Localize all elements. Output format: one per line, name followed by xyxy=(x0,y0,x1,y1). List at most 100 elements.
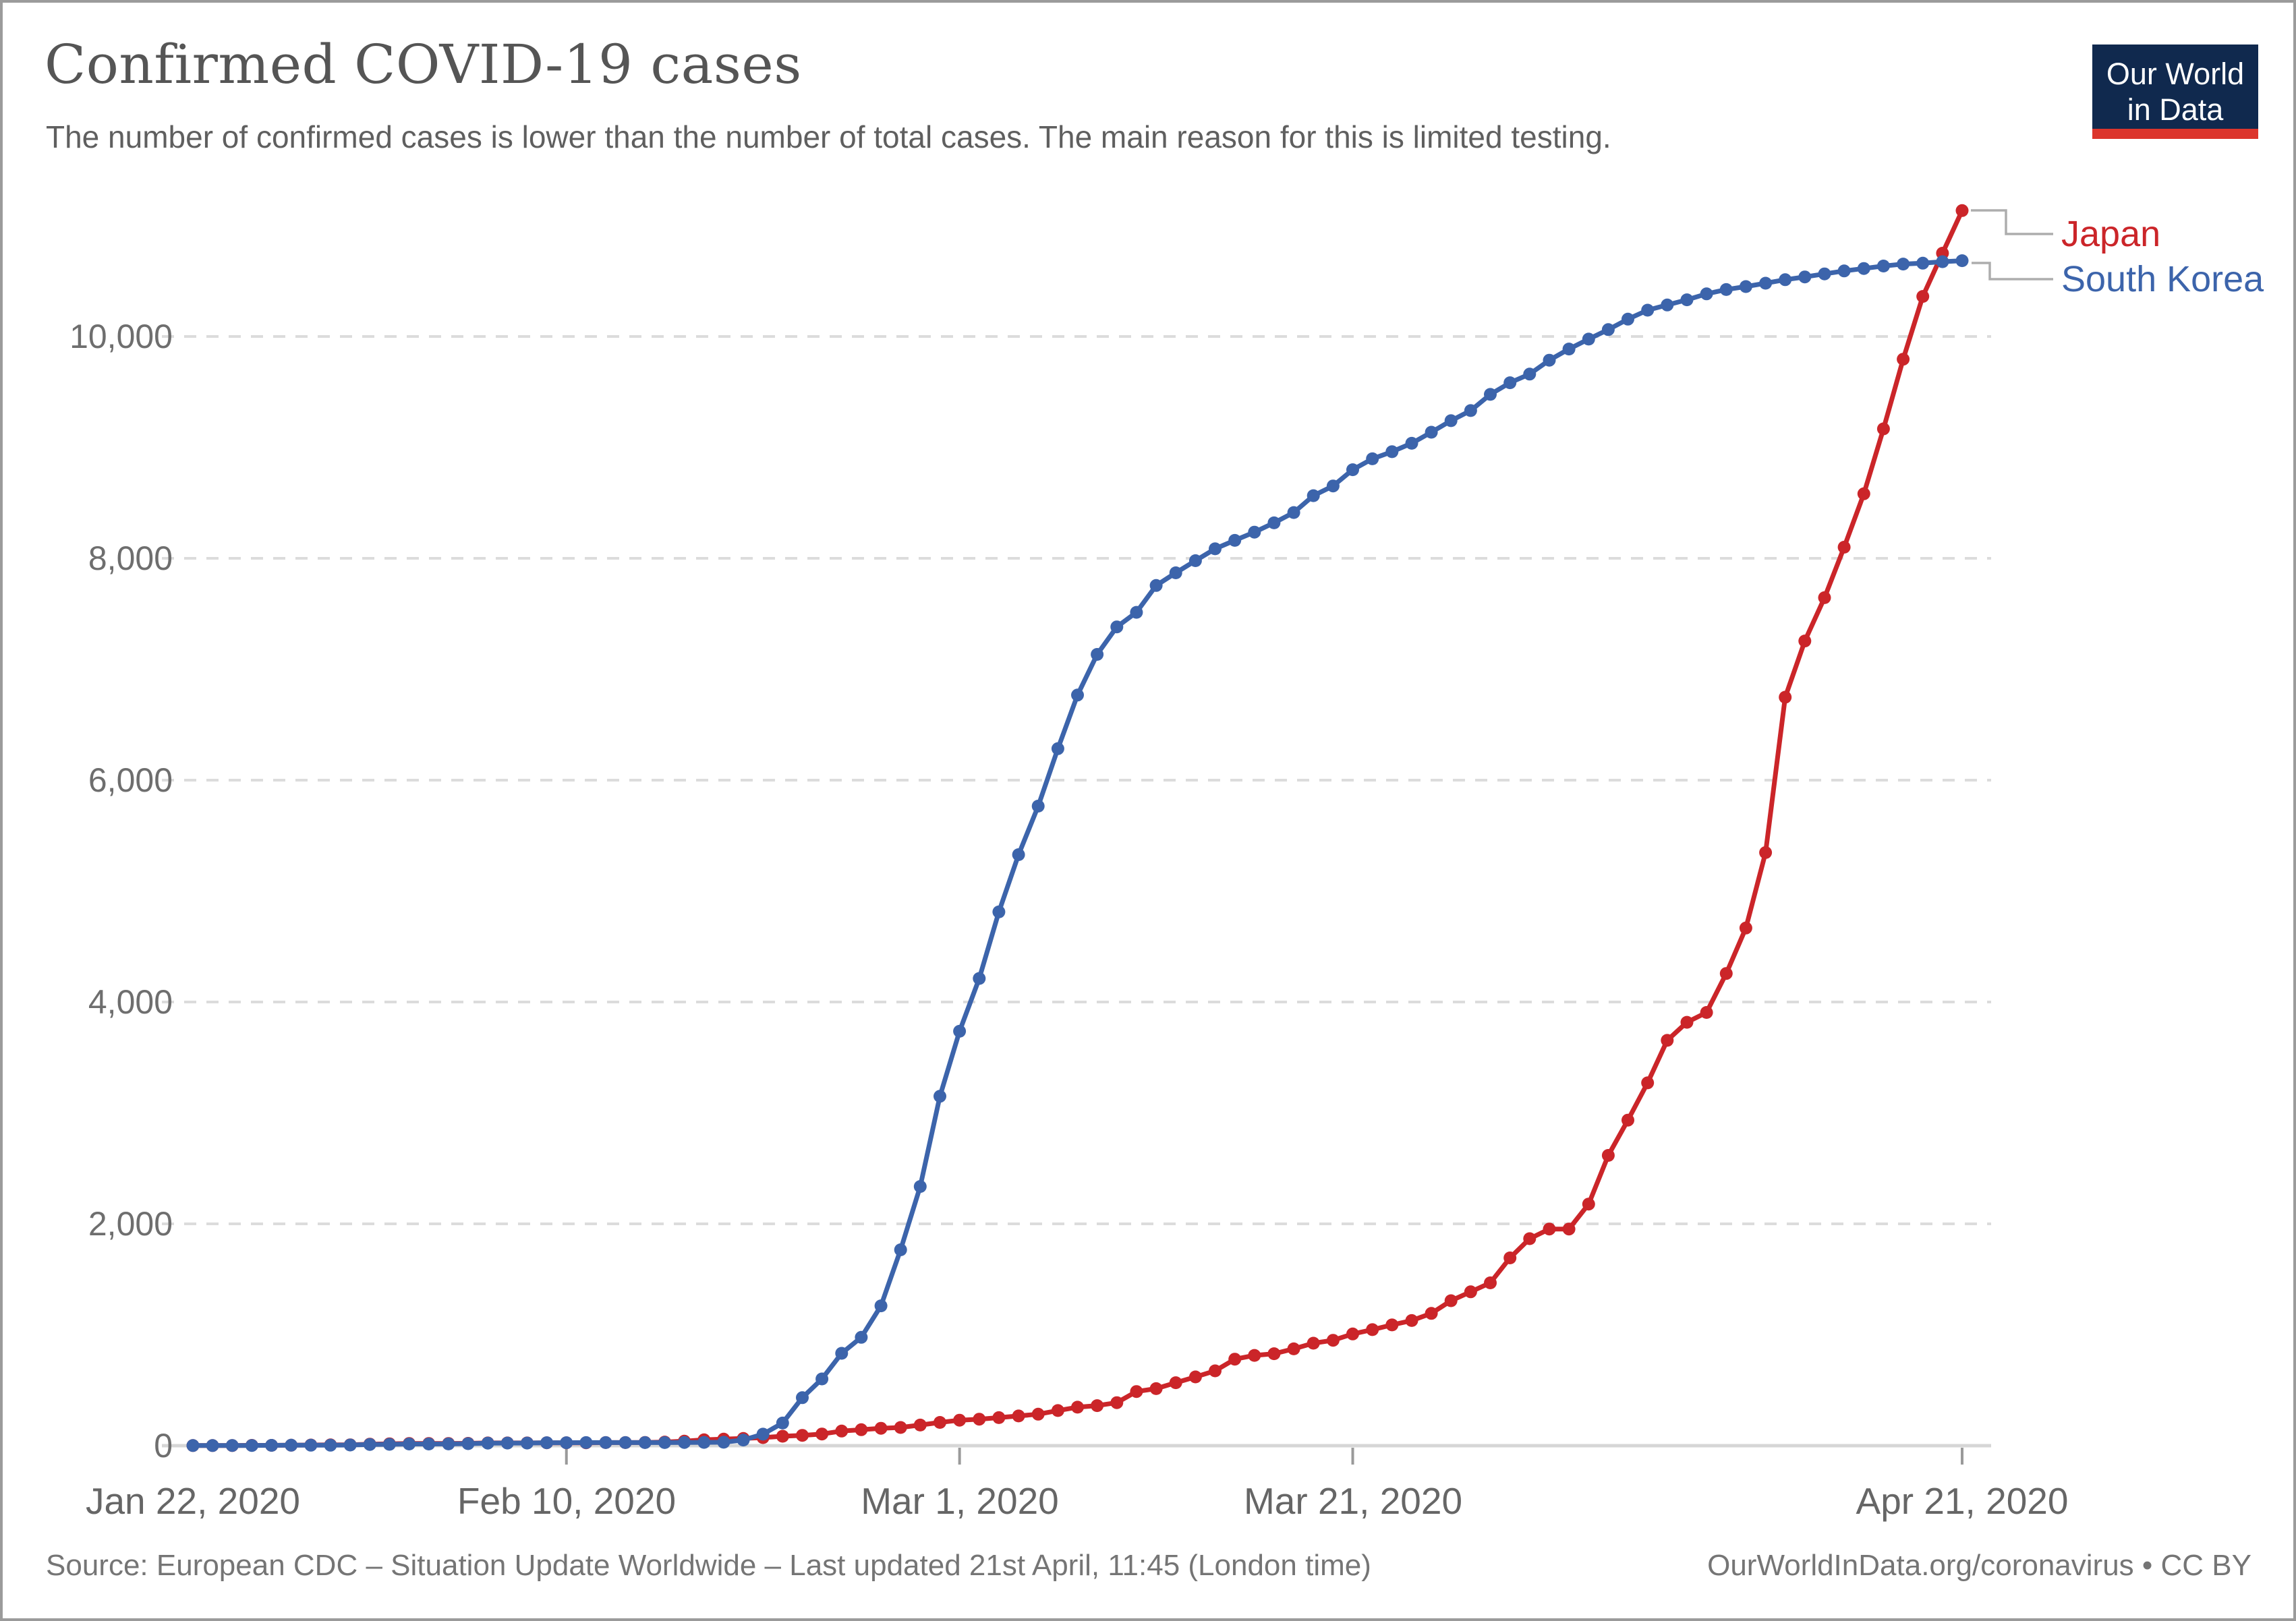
japan-point xyxy=(1287,1342,1300,1355)
south-korea-point xyxy=(697,1436,711,1449)
japan-point xyxy=(1759,846,1773,859)
south-korea-point xyxy=(1562,343,1576,356)
south-korea-point xyxy=(186,1439,200,1452)
x-axis-label-jan22: Jan 22, 2020 xyxy=(85,1480,301,1522)
japan-point xyxy=(1267,1347,1281,1361)
gridlines xyxy=(162,335,1991,1225)
south-korea-point xyxy=(1582,332,1595,346)
south-korea-point xyxy=(1287,506,1300,519)
south-korea-point xyxy=(776,1416,789,1430)
japan-point xyxy=(894,1421,907,1434)
japan-point xyxy=(992,1411,1006,1424)
south-korea-point xyxy=(874,1299,888,1313)
south-korea-point xyxy=(1837,264,1851,278)
x-axis-label-mar1: Mar 1, 2020 xyxy=(861,1480,1059,1522)
south-korea-point xyxy=(1661,298,1674,312)
south-korea-point xyxy=(1326,479,1340,493)
owid-logo[interactable]: Our World in Data xyxy=(2092,45,2258,139)
south-korea-point xyxy=(1759,276,1773,290)
japan-point xyxy=(1464,1285,1477,1299)
japan-point xyxy=(1739,921,1752,935)
south-korea-point xyxy=(579,1436,593,1449)
south-korea-line xyxy=(190,258,1965,1448)
south-korea-point xyxy=(1897,258,1910,271)
chart-canvas[interactable] xyxy=(3,3,2296,1621)
south-korea-point xyxy=(934,1090,946,1103)
south-korea-point xyxy=(1779,273,1792,287)
japan-point xyxy=(1051,1404,1064,1417)
japan-point xyxy=(1188,1370,1202,1384)
japan-point xyxy=(1209,1364,1222,1378)
south-korea-point xyxy=(1523,367,1537,381)
south-korea-point xyxy=(1621,312,1634,326)
series-japan[interactable] xyxy=(186,204,1969,1452)
south-korea-point xyxy=(225,1439,239,1452)
south-korea-point xyxy=(737,1434,750,1447)
japan-point xyxy=(1661,1034,1674,1047)
south-korea-point xyxy=(913,1180,927,1193)
south-korea-point xyxy=(1503,376,1517,390)
south-korea-point xyxy=(717,1436,730,1449)
south-korea-point xyxy=(1169,566,1182,579)
source-note: Source: European CDC – Situation Update … xyxy=(46,1549,1371,1582)
south-korea-point xyxy=(1248,525,1261,539)
south-korea-point xyxy=(422,1438,436,1450)
south-korea-point xyxy=(1700,287,1713,301)
south-korea-point xyxy=(1543,353,1556,367)
japan-point xyxy=(1818,591,1831,604)
japan-point xyxy=(1582,1198,1595,1211)
legend-item-japan[interactable]: Japan xyxy=(2061,214,2161,254)
japan-point xyxy=(1425,1307,1438,1320)
south-korea-point xyxy=(245,1439,258,1452)
owid-logo-red-bar xyxy=(2092,129,2258,139)
japan-point xyxy=(1680,1015,1694,1029)
y-axis-label-0: 0 xyxy=(154,1427,173,1465)
japan-point xyxy=(1130,1385,1143,1398)
south-korea-point xyxy=(638,1436,652,1449)
japan-point xyxy=(973,1413,986,1426)
south-korea-point xyxy=(835,1347,849,1360)
japan-point xyxy=(815,1427,829,1441)
japan-point xyxy=(796,1429,809,1442)
south-korea-point xyxy=(1798,270,1812,284)
south-korea-connector-line xyxy=(1972,262,2053,281)
south-korea-point xyxy=(382,1438,396,1451)
south-korea-point xyxy=(796,1391,809,1405)
south-korea-point xyxy=(1110,620,1124,634)
south-korea-point xyxy=(1012,848,1025,861)
south-korea-point xyxy=(815,1372,829,1386)
south-korea-point xyxy=(1916,256,1930,270)
south-korea-point xyxy=(442,1437,455,1450)
legend-item-south-korea[interactable]: South Korea xyxy=(2061,259,2264,299)
legend-connectors xyxy=(1971,209,2053,281)
south-korea-point xyxy=(1641,303,1655,317)
japan-point xyxy=(855,1423,868,1436)
japan-point xyxy=(934,1416,946,1429)
japan-points xyxy=(186,204,1969,1452)
south-korea-point xyxy=(1031,800,1045,813)
japan-point xyxy=(1641,1076,1655,1090)
page-title: Confirmed COVID-19 cases xyxy=(45,33,802,96)
south-korea-point xyxy=(324,1438,337,1452)
series-south-korea[interactable] xyxy=(186,254,1969,1452)
japan-point xyxy=(913,1418,927,1432)
credit-link[interactable]: OurWorldInData.org/coronavirus • CC BY xyxy=(1707,1549,2251,1582)
y-axis-label-10000: 10,000 xyxy=(69,318,173,355)
south-korea-point xyxy=(363,1438,376,1451)
south-korea-point xyxy=(1719,283,1733,296)
south-korea-point xyxy=(1267,516,1281,529)
south-korea-point xyxy=(1385,445,1399,459)
japan-line xyxy=(190,208,1965,1448)
japan-point xyxy=(1169,1376,1182,1390)
japan-point xyxy=(1955,204,1969,217)
south-korea-point xyxy=(461,1437,475,1450)
japan-point xyxy=(1307,1336,1320,1350)
south-korea-point xyxy=(1818,267,1831,281)
japan-point xyxy=(1543,1222,1556,1236)
south-korea-point xyxy=(1739,280,1752,293)
x-axis-label-mar21: Mar 21, 2020 xyxy=(1243,1480,1463,1522)
japan-point xyxy=(1346,1327,1359,1340)
japan-point xyxy=(1916,290,1930,303)
south-korea-point xyxy=(1444,414,1458,428)
south-korea-point xyxy=(1425,425,1438,439)
